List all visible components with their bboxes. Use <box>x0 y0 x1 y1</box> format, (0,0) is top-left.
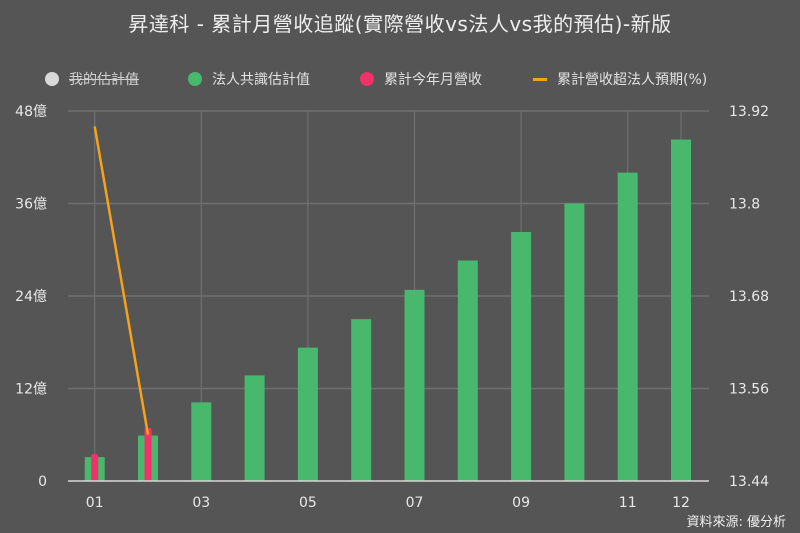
x-axis-tick-label: 11 <box>619 495 637 511</box>
legend: 我的估計值 法人共識估計值 累計今年月營收 累計營收超法人預期(%) <box>0 69 800 91</box>
legend-marker-circle-icon <box>188 72 202 86</box>
y2-axis-tick-label: 13.44 <box>729 474 769 490</box>
beat-expectation-line[interactable] <box>93 126 150 435</box>
gridlines <box>68 110 709 481</box>
chart-title: 昇達科 - 累計月營收追蹤(實際營收vs法人vs我的預估)-新版 <box>128 12 672 36</box>
actual-revenue-bar[interactable] <box>144 427 152 481</box>
y2-axis-tick-label: 13.92 <box>729 104 769 120</box>
legend-item-consensus-estimate[interactable]: 法人共識估計值 <box>188 69 310 89</box>
x-axis-tick-label: 03 <box>192 495 210 511</box>
data-source-credit: 資料來源: 優分析 <box>686 515 786 530</box>
x-axis-tick-label: 12 <box>672 495 690 511</box>
legend-label: 累計今年月營收 <box>384 72 482 88</box>
line-series <box>93 126 150 435</box>
legend-label: 我的估計值 <box>69 72 139 88</box>
y-axis-tick-label: 36億 <box>15 197 47 213</box>
consensus-bar[interactable] <box>297 347 318 481</box>
consensus-bar[interactable] <box>564 203 585 482</box>
consensus-bar[interactable] <box>671 139 691 482</box>
x-axis-tick-label: 09 <box>512 495 530 511</box>
consensus-bar[interactable] <box>244 375 265 481</box>
legend-label: 法人共識估計值 <box>212 72 310 88</box>
legend-marker-circle-icon <box>45 72 59 86</box>
y-axis-tick-label: 24億 <box>15 289 47 305</box>
consensus-bar[interactable] <box>351 319 372 481</box>
y2-axis-tick-label: 13.56 <box>729 382 769 398</box>
x-axis-tick-label: 07 <box>406 495 424 511</box>
legend-label: 累計營收超法人預期(%) <box>557 72 708 88</box>
legend-marker-line-icon <box>533 77 547 81</box>
y-axis-tick-label: 0 <box>38 474 47 490</box>
y-axis-tick-label: 48億 <box>15 104 47 120</box>
legend-item-cumulative-revenue[interactable]: 累計今年月營收 <box>360 69 482 89</box>
bar-series <box>84 139 691 482</box>
legend-marker-circle-icon <box>360 72 374 86</box>
y2-axis-tick-label: 13.8 <box>729 197 760 213</box>
consensus-bar[interactable] <box>617 172 638 481</box>
consensus-bar[interactable] <box>457 260 478 481</box>
x-axis-tick-label: 05 <box>299 495 317 511</box>
x-axis-tick-label: 01 <box>86 495 104 511</box>
consensus-bar[interactable] <box>511 232 532 481</box>
consensus-bar[interactable] <box>404 289 425 481</box>
legend-item-beat-expectation[interactable]: 累計營收超法人預期(%) <box>533 69 707 89</box>
y-axis-tick-label: 12億 <box>15 382 47 398</box>
y2-axis-tick-label: 13.68 <box>729 289 769 305</box>
actual-revenue-bar[interactable] <box>91 454 99 481</box>
legend-item-my-estimate[interactable]: 我的估計值 <box>45 69 139 89</box>
axes: 0 12億 24億 36億 48億 13.44 13.56 13.68 13.8 13.92 01 0… <box>15 104 769 511</box>
consensus-bar[interactable] <box>191 402 212 481</box>
